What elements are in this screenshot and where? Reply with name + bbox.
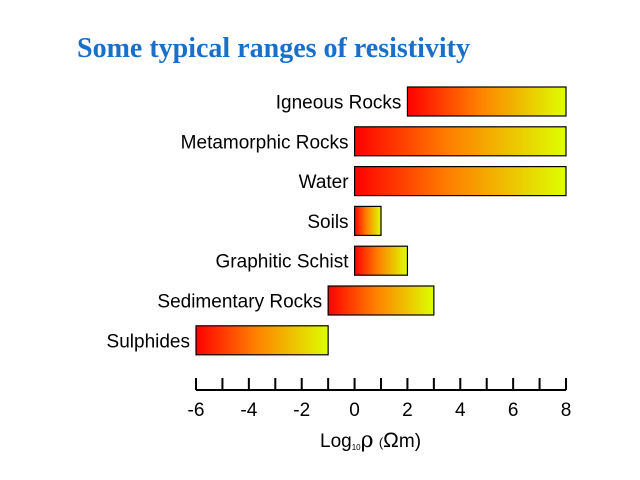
category-label-graphitic-schist: Graphitic Schist [216, 252, 350, 273]
category-label-sedimentary-rocks: Sedimentary Rocks [157, 292, 322, 313]
x-tick-label: -6 [188, 400, 205, 421]
bar-soils [353, 205, 382, 236]
x-tick-label: 4 [455, 400, 466, 421]
bar-sedimentary-rocks [327, 285, 435, 316]
x-tick-label: 6 [508, 400, 519, 421]
bar-graphitic-schist [353, 245, 409, 276]
category-label-soils: Soils [307, 212, 348, 233]
bar-igneous-rocks [406, 86, 567, 117]
x-tick-label: -4 [240, 400, 257, 421]
x-axis-title-log: Log [320, 431, 352, 452]
x-axis-title: Log10ρ (Ωm) [320, 428, 421, 453]
category-label-water: Water [299, 172, 350, 193]
chart-title: Some typical ranges of resistivity [77, 33, 470, 64]
x-tick-label: 8 [561, 400, 572, 421]
bars-group: Igneous Rocks Metamorphic Rocks Water Soils… [107, 86, 567, 356]
bar-metamorphic-rocks [353, 126, 567, 157]
x-tick-label: 2 [402, 400, 413, 421]
x-axis-title-unit: Ω [383, 429, 399, 452]
category-label-metamorphic-rocks: Metamorphic Rocks [181, 132, 349, 153]
x-axis: -6 -4 -2 0 2 4 6 8 [188, 378, 572, 421]
x-tick-label: 0 [349, 400, 360, 421]
x-axis-title-base: 10 [351, 443, 361, 452]
x-axis-title-m: m) [398, 431, 422, 452]
bar-water [353, 166, 567, 197]
x-axis-title-open-paren: ( [378, 435, 384, 450]
category-label-sulphides: Sulphides [107, 331, 190, 352]
category-label-igneous-rocks: Igneous Rocks [276, 93, 402, 114]
x-tick-label: -2 [293, 400, 310, 421]
bar-sulphides [195, 325, 329, 356]
x-axis-title-rho: ρ [360, 428, 374, 453]
